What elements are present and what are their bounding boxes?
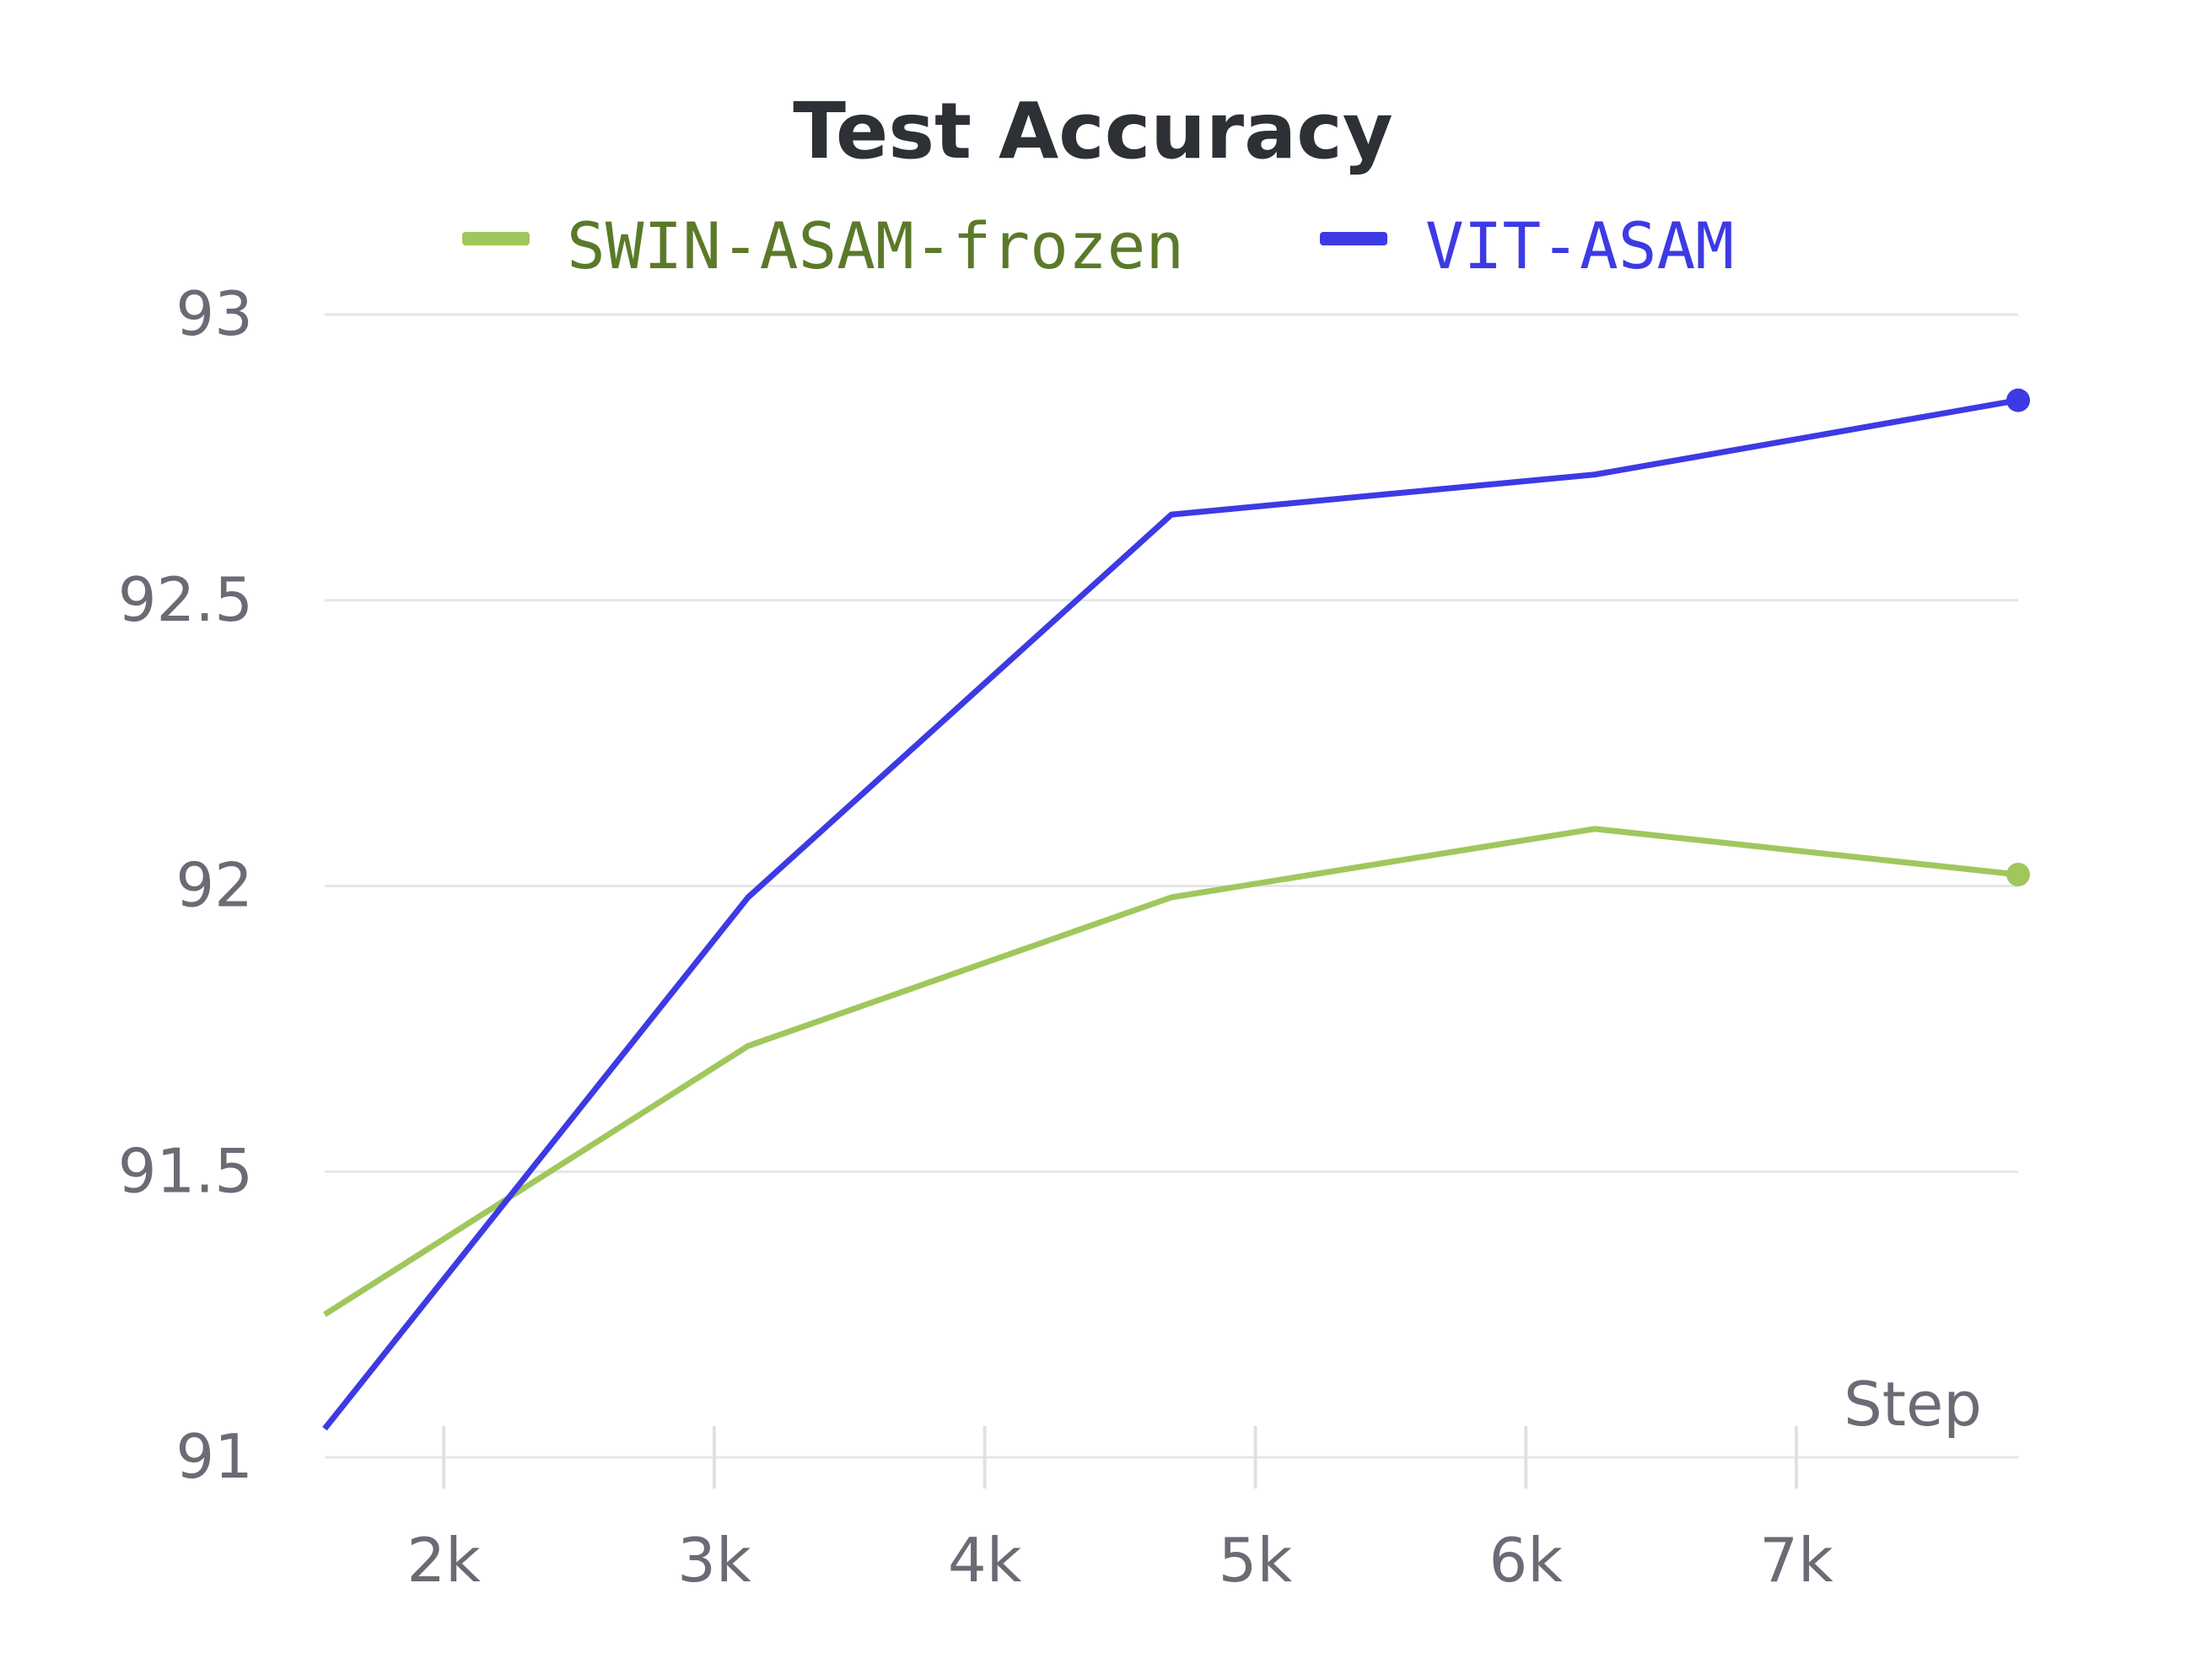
y-tick-label: 92.5: [118, 564, 253, 635]
x-axis-ticks: [442, 1426, 1798, 1489]
legend[interactable]: SWIN-ASAM-frozen VIT-ASAM: [462, 208, 1734, 283]
y-tick-label: 93: [175, 278, 253, 349]
grid-lines: [325, 313, 2018, 1459]
x-tick-label: 6k: [1489, 1525, 1563, 1596]
x-tick-label: 2k: [407, 1525, 481, 1596]
series-endpoint-swin-asam-frozen: [2006, 862, 2030, 886]
series-line-swin-asam-frozen: [323, 826, 2019, 1317]
chart-title: Test Accuracy: [793, 86, 1392, 176]
y-tick-label: 91: [175, 1421, 253, 1492]
legend-label-swin-asam-frozen[interactable]: SWIN-ASAM-frozen: [567, 208, 1184, 283]
series-endpoint-vit-asam: [2006, 388, 2030, 412]
y-tick-label: 92: [175, 850, 253, 921]
legend-swatch-vit-asam[interactable]: [1320, 232, 1387, 245]
series-lines: [322, 388, 2030, 1431]
axis-labels: 91 91.5 92 92.5 93 2k 3k 4k 5k 6k 7k: [118, 278, 1833, 1596]
legend-swatch-swin-asam-frozen[interactable]: [462, 232, 530, 245]
x-tick-label: 5k: [1219, 1525, 1293, 1596]
x-tick-label: 3k: [677, 1525, 751, 1596]
y-tick-label: 91.5: [118, 1135, 253, 1206]
legend-label-vit-asam[interactable]: VIT-ASAM: [1425, 208, 1734, 283]
x-tick-label: 4k: [948, 1525, 1022, 1596]
series-line-vit-asam: [322, 397, 2019, 1431]
x-axis-label: Step: [1844, 1369, 1982, 1440]
x-tick-label: 7k: [1759, 1525, 1833, 1596]
